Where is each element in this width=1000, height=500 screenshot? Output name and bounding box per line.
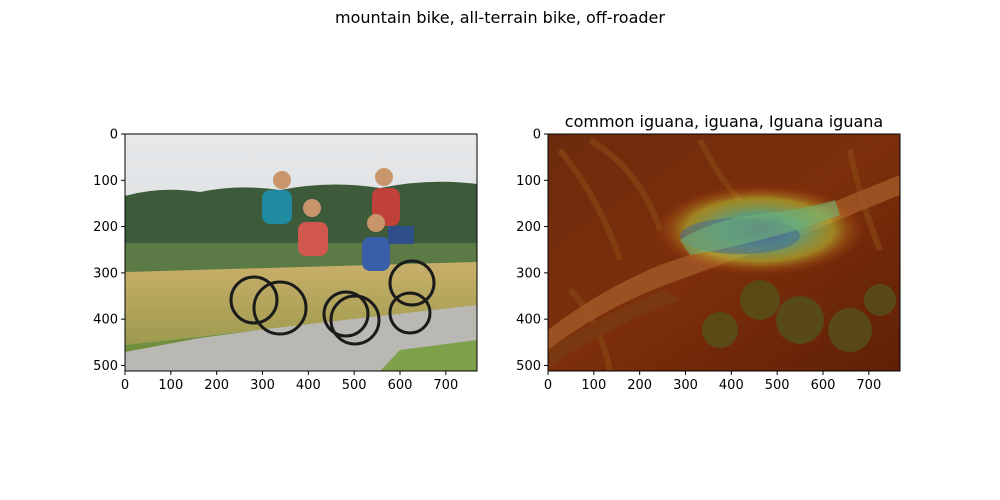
bike-photo	[125, 134, 477, 371]
x-tick-label-right: 400	[719, 378, 744, 393]
y-tick-label-right: 300	[516, 266, 541, 281]
x-tick-label-left: 300	[250, 378, 275, 393]
x-tick-label-right: 700	[856, 378, 881, 393]
y-tick-label-left: 400	[93, 313, 118, 328]
y-tick-label-right: 400	[516, 313, 541, 328]
axes-frame-left	[124, 133, 478, 372]
x-tick-label-right: 200	[627, 378, 652, 393]
x-tick-label-left: 600	[388, 378, 413, 393]
x-tick-label-left: 200	[204, 378, 229, 393]
x-tick-label-left: 500	[342, 378, 367, 393]
x-tick-label-left: 700	[433, 378, 458, 393]
y-tick-label-right: 0	[533, 128, 541, 143]
subplot-title-right: common iguana, iguana, Iguana iguana	[565, 112, 883, 131]
y-tick-label-left: 300	[93, 266, 118, 281]
x-tick-label-right: 300	[673, 378, 698, 393]
x-tick-label-right: 600	[811, 378, 836, 393]
figure-title: mountain bike, all-terrain bike, off-roa…	[335, 8, 665, 27]
y-tick-label-left: 100	[93, 174, 118, 189]
y-tick-label-left: 0	[110, 128, 118, 143]
y-tick-label-left: 200	[93, 220, 118, 235]
y-tick-label-right: 200	[516, 220, 541, 235]
y-tick-label-left: 500	[93, 359, 118, 374]
y-tick-label-right: 100	[516, 174, 541, 189]
x-tick-label-right: 500	[765, 378, 790, 393]
iguana-heatmap-photo	[548, 134, 900, 371]
x-tick-label-left: 0	[121, 378, 129, 393]
axes-frame-right	[547, 133, 901, 372]
y-tick-label-right: 500	[516, 359, 541, 374]
x-tick-label-left: 400	[296, 378, 321, 393]
x-tick-label-left: 100	[158, 378, 183, 393]
x-tick-label-right: 0	[544, 378, 552, 393]
x-tick-label-right: 100	[581, 378, 606, 393]
